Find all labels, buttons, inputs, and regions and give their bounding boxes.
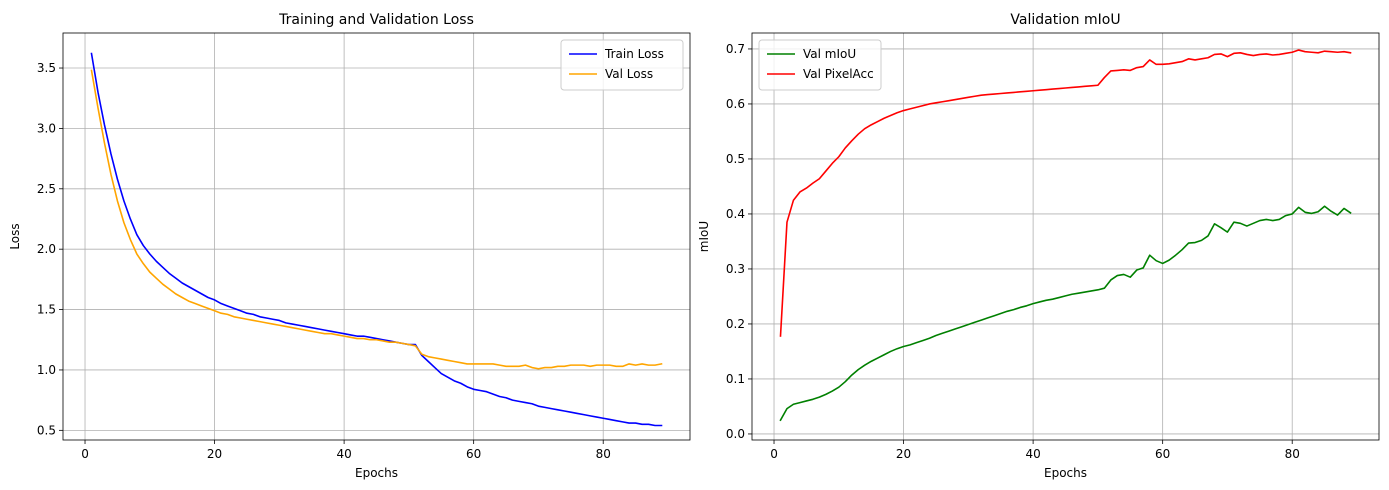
legend-label: Train Loss: [604, 47, 664, 61]
miou-x-axis-label: Epochs: [1044, 466, 1087, 480]
miou-x-tick-label: 60: [1155, 447, 1170, 461]
miou-x-tick-label: 0: [770, 447, 778, 461]
loss-x-tick-label: 60: [466, 447, 481, 461]
loss-y-tick-label: 2.5: [37, 182, 56, 196]
miou-x-tick-label: 40: [1025, 447, 1040, 461]
loss-y-tick-label: 2.0: [37, 242, 56, 256]
loss-y-tick-label: 1.0: [37, 363, 56, 377]
miou-y-tick-label: 0.7: [726, 42, 745, 56]
loss-chart-panel: 0 20 40 60 80 0.5 1.0 1.5 2.0 2.5 3.0 3.5 Training a…: [8, 12, 690, 480]
miou-y-tick-label: 0.5: [726, 152, 745, 166]
miou-y-axis-label: mIoU: [697, 221, 711, 252]
loss-x-tick-label: 40: [336, 447, 351, 461]
miou-y-tick-label: 0.0: [726, 427, 745, 441]
legend-label: Val Loss: [605, 67, 653, 81]
miou-y-tick-label: 0.4: [726, 207, 745, 221]
loss-y-tick-label: 1.5: [37, 303, 56, 317]
loss-y-tick-label: 3.0: [37, 121, 56, 135]
miou-series-line-val-miou: [781, 206, 1351, 420]
miou-grid: [752, 33, 1379, 440]
miou-series-line-val-pixelacc: [781, 50, 1351, 336]
loss-legend: Train Loss Val Loss: [561, 40, 683, 90]
miou-y-tick-label: 0.2: [726, 317, 745, 331]
loss-grid: [63, 33, 690, 440]
loss-x-tick-label: 80: [596, 447, 611, 461]
miou-y-tick-label: 0.6: [726, 97, 745, 111]
loss-y-axis-label: Loss: [8, 223, 22, 249]
legend-label: Val mIoU: [803, 47, 856, 61]
miou-y-tick-label: 0.1: [726, 372, 745, 386]
loss-series-line-val-loss: [92, 70, 662, 368]
miou-y-tick-label: 0.3: [726, 262, 745, 276]
loss-axes-frame: [63, 33, 690, 440]
loss-x-axis-label: Epochs: [355, 466, 398, 480]
loss-x-tick-label: 0: [81, 447, 89, 461]
loss-chart-title: Training and Validation Loss: [278, 12, 474, 28]
loss-y-tick-label: 3.5: [37, 61, 56, 75]
loss-y-tick-label: 0.5: [37, 423, 56, 437]
miou-legend: Val mIoU Val PixelAcc: [759, 40, 881, 90]
loss-x-tick-label: 20: [207, 447, 222, 461]
miou-chart-title: Validation mIoU: [1010, 12, 1120, 28]
legend-label: Val PixelAcc: [803, 67, 874, 81]
miou-x-tick-label: 20: [896, 447, 911, 461]
miou-x-tick-label: 80: [1285, 447, 1300, 461]
miou-chart-panel: 0 20 40 60 80 0.0 0.1 0.2 0.3 0.4 0.5 0.6 0.7 Validat…: [697, 12, 1379, 480]
